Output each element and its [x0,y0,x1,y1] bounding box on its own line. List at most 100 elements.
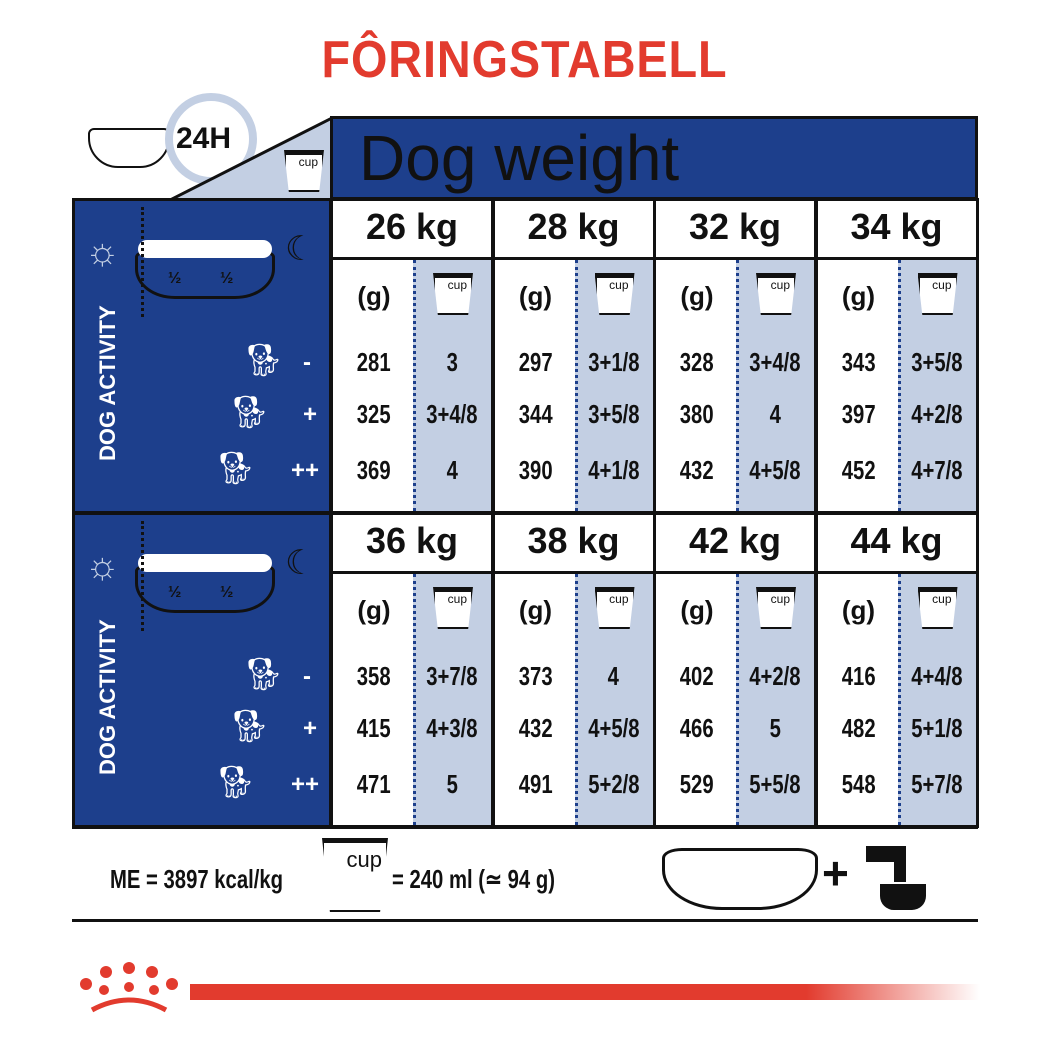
weight-header: 32 kg [653,198,817,260]
cup-icon: cup [756,587,796,629]
half-right: ½ [220,584,234,601]
grams-header: (g) [680,595,714,625]
weight-column: 26 kg (g) cup 281 3 325 3+4/8 369 4 [330,198,494,514]
food-bowl-icon [662,848,818,910]
cup-column [574,260,653,511]
cups-value-text: 5 [446,769,458,799]
grams-value: 452 [820,455,898,486]
page-title: FÔRINGSTABELL [321,31,728,89]
grams-header: (g) [841,595,876,625]
cups-value-text: 5 [769,713,781,743]
grams-value-text: 281 [357,347,391,377]
grams-value: 529 [658,769,736,800]
grams-value: 325 [335,399,413,430]
weight-column: 42 kg (g) cup 402 4+2/8 466 5 529 5+5/8 [653,512,817,828]
weight-header: 44 kg [814,512,979,574]
grams-header: (g) [841,281,876,311]
cups-value-text: 3+5/8 [910,347,963,377]
grams-value-text: 358 [357,661,391,691]
cup-icon: cup [322,838,388,912]
cups-value: 4 [736,399,814,430]
grams-value-text: 432 [680,455,714,485]
cups-value: 3+7/8 [413,661,491,692]
grams-value: 491 [497,769,575,800]
grams-value-text: 432 [518,713,553,743]
cups-value: 4+1/8 [575,455,653,486]
cups-value: 4 [575,661,653,692]
grams-value: 281 [335,347,413,378]
kibble-icon [138,554,272,572]
cups-value-text: 5+1/8 [910,713,963,743]
grams-value: 390 [497,455,575,486]
cup-icon: cup [594,587,635,629]
activity-level-1: + [303,401,318,428]
grams-header: (g) [357,595,391,625]
activity-level-2: ++ [291,457,320,484]
grams-value: 432 [497,713,575,744]
activity-label: DOG ACTIVITY [95,305,120,461]
cups-value-text: 3+4/8 [426,399,478,429]
grams-value-text: 380 [680,399,714,429]
dog-standing-icon: 🐕︎ [229,394,270,430]
cups-value-text: 4 [769,399,781,429]
grams-value: 373 [497,661,575,692]
weight-column: 28 kg (g) cup 297 3+1/8 344 3+5/8 390 4+1/8 [491,198,656,514]
grams-value: 344 [497,399,575,430]
dog-standing-icon: 🐕︎ [229,708,270,744]
weight-column: 36 kg (g) cup 358 3+7/8 415 4+3/8 471 5 [330,512,494,828]
energy-label: ME = 3897 kcal/kg [110,864,284,894]
dog-activity-panel: ☼ ☾ ½ ½ DOG ACTIVITY 🐕︎ - 🐕︎ + 🐕︎ ++ [72,512,332,828]
grams-value-text: 373 [518,661,553,691]
grams-value: 415 [335,713,413,744]
grams-value: 482 [820,713,898,744]
cups-value-text: 4 [446,455,458,485]
grams-value-text: 402 [680,661,714,691]
cups-value-text: 3 [446,347,458,377]
grams-value-text: 344 [518,399,553,429]
cups-value-text: 4+1/8 [587,455,640,485]
moon-icon: ☾ [285,230,316,268]
cup-equivalent: = 240 ml (≃ 94 g) [392,864,555,894]
cups-value: 4+4/8 [898,661,976,692]
divider [141,207,144,317]
cups-value-text: 4+3/8 [426,713,478,743]
cups-value: 4+3/8 [413,713,491,744]
weight-header: 36 kg [330,512,494,574]
dog-running-icon: 🐕︎ [215,764,256,800]
grams-value: 297 [497,347,575,378]
sun-icon: ☼ [85,231,120,273]
grams-value: 380 [658,399,736,430]
cups-value: 5+2/8 [575,769,653,800]
weight-column: 44 kg (g) cup 416 4+4/8 482 5+1/8 548 5+7/8 [814,512,979,828]
grams-value-text: 369 [357,455,391,485]
grams-value-text: 343 [841,347,876,377]
weight-header: 34 kg [814,198,979,260]
cups-value: 3+5/8 [898,347,976,378]
cups-value-text: 3+7/8 [426,661,478,691]
cups-value: 3+1/8 [575,347,653,378]
activity-level-0: - [303,663,311,690]
cups-value-text: 3+5/8 [587,399,640,429]
cups-value-text: 5+7/8 [910,769,963,799]
cup-icon: cup [594,273,635,315]
cups-value-text: 3+4/8 [749,347,801,377]
cups-value: 4+2/8 [736,661,814,692]
grams-value-text: 471 [357,769,391,799]
grams-value-text: 529 [680,769,714,799]
cups-value-text: 3+1/8 [587,347,640,377]
grams-value-text: 415 [357,713,391,743]
cup-icon: cup [284,150,324,192]
grams-value-text: 491 [518,769,553,799]
grams-value: 402 [658,661,736,692]
dog-weight-title: Dog weight [359,122,680,194]
grams-value-text: 482 [841,713,876,743]
dog-running-icon: 🐕︎ [215,450,256,486]
grams-value-text: 452 [841,455,876,485]
half-right: ½ [220,270,234,287]
grams-value: 369 [335,455,413,486]
grams-value: 466 [658,713,736,744]
royal-canin-logo [74,960,184,1016]
brand-bar [190,984,980,1000]
dog-lying-icon: 🐕︎ [243,342,284,378]
cups-value: 3+4/8 [413,399,491,430]
